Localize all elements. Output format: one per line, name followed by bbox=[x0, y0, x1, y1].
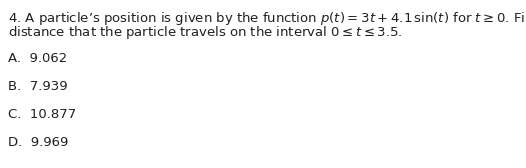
Text: B.  7.939: B. 7.939 bbox=[8, 80, 68, 93]
Text: C.  10.877: C. 10.877 bbox=[8, 108, 76, 121]
Text: D.  9.969: D. 9.969 bbox=[8, 136, 68, 149]
Text: distance that the particle travels on the interval $0 \leq t \leq 3.5$.: distance that the particle travels on th… bbox=[8, 24, 402, 41]
Text: A.  9.062: A. 9.062 bbox=[8, 52, 67, 65]
Text: 4. A particle’s position is given by the function $p(t) = 3t + 4.1\,\sin(t)$ for: 4. A particle’s position is given by the… bbox=[8, 10, 526, 27]
